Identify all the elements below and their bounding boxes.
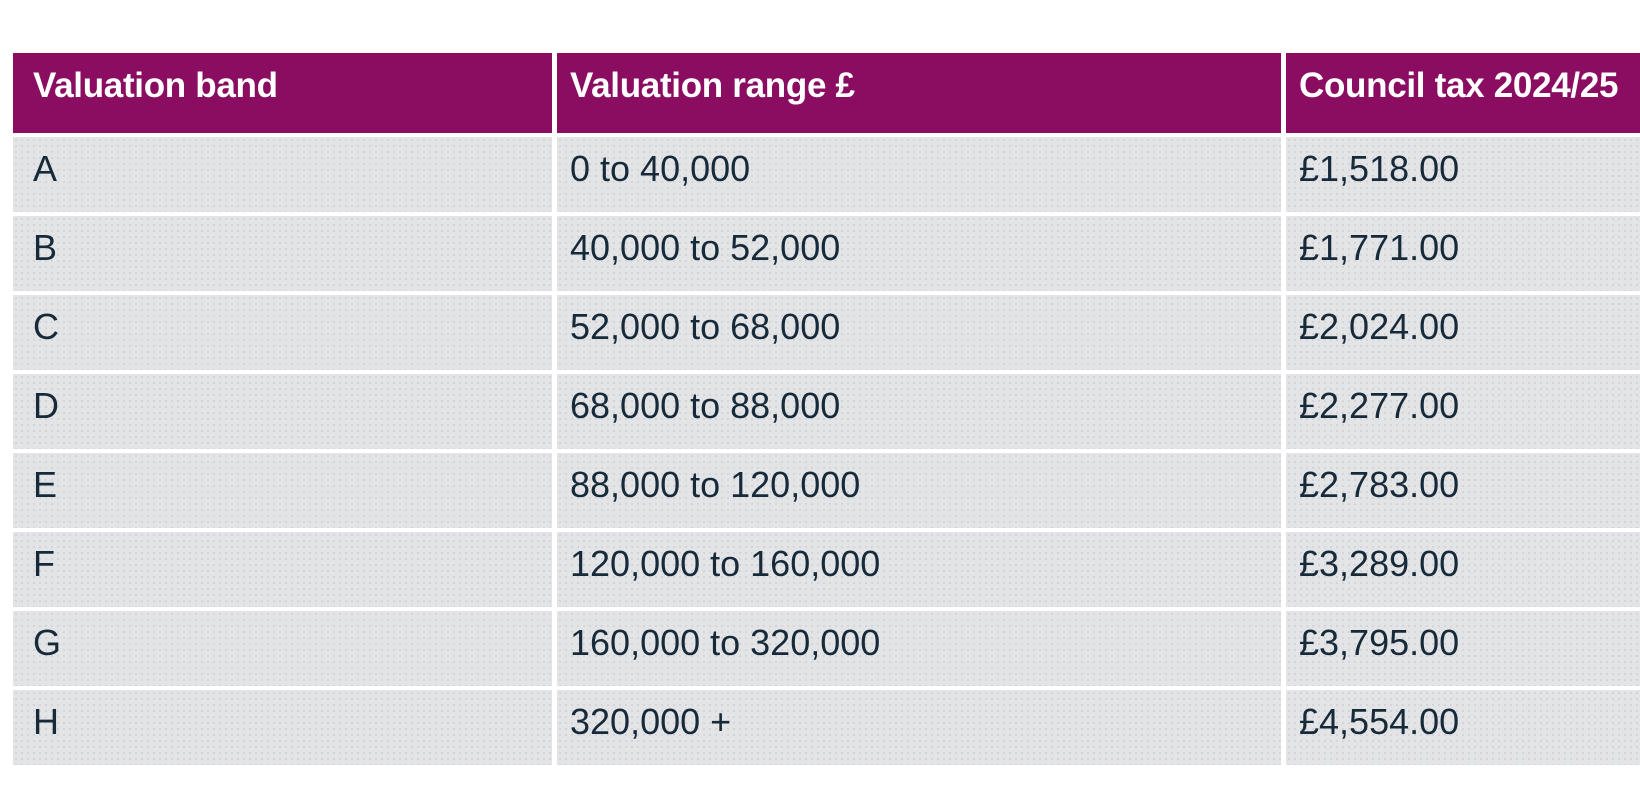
- range-cell: 160,000 to 320,000: [557, 611, 1286, 690]
- table-row: C 52,000 to 68,000 £2,024.00: [13, 295, 1640, 374]
- range-cell: 88,000 to 120,000: [557, 453, 1286, 532]
- range-cell: 40,000 to 52,000: [557, 216, 1286, 295]
- tax-cell: £3,795.00: [1286, 611, 1640, 690]
- band-cell: H: [13, 690, 557, 769]
- tax-cell: £4,554.00: [1286, 690, 1640, 769]
- band-cell: E: [13, 453, 557, 532]
- band-cell: G: [13, 611, 557, 690]
- table-row: G 160,000 to 320,000 £3,795.00: [13, 611, 1640, 690]
- council-tax-table: Valuation band Valuation range £ Council…: [13, 53, 1640, 769]
- table-row: F 120,000 to 160,000 £3,289.00: [13, 532, 1640, 611]
- band-cell: B: [13, 216, 557, 295]
- tax-cell: £2,024.00: [1286, 295, 1640, 374]
- range-cell: 120,000 to 160,000: [557, 532, 1286, 611]
- column-header-council-tax: Council tax 2024/25: [1286, 53, 1640, 137]
- band-cell: D: [13, 374, 557, 453]
- band-cell: A: [13, 137, 557, 216]
- table-header-row: Valuation band Valuation range £ Council…: [13, 53, 1640, 137]
- band-cell: C: [13, 295, 557, 374]
- tax-cell: £1,771.00: [1286, 216, 1640, 295]
- table-row: H 320,000 + £4,554.00: [13, 690, 1640, 769]
- range-cell: 52,000 to 68,000: [557, 295, 1286, 374]
- table-row: E 88,000 to 120,000 £2,783.00: [13, 453, 1640, 532]
- range-cell: 320,000 +: [557, 690, 1286, 769]
- band-cell: F: [13, 532, 557, 611]
- range-cell: 68,000 to 88,000: [557, 374, 1286, 453]
- tax-cell: £1,518.00: [1286, 137, 1640, 216]
- tax-cell: £3,289.00: [1286, 532, 1640, 611]
- tax-cell: £2,277.00: [1286, 374, 1640, 453]
- table-body: A 0 to 40,000 £1,518.00 B 40,000 to 52,0…: [13, 137, 1640, 769]
- range-cell: 0 to 40,000: [557, 137, 1286, 216]
- table-row: B 40,000 to 52,000 £1,771.00: [13, 216, 1640, 295]
- column-header-valuation-band: Valuation band: [13, 53, 557, 137]
- tax-cell: £2,783.00: [1286, 453, 1640, 532]
- column-header-valuation-range: Valuation range £: [557, 53, 1286, 137]
- table-row: D 68,000 to 88,000 £2,277.00: [13, 374, 1640, 453]
- table-row: A 0 to 40,000 £1,518.00: [13, 137, 1640, 216]
